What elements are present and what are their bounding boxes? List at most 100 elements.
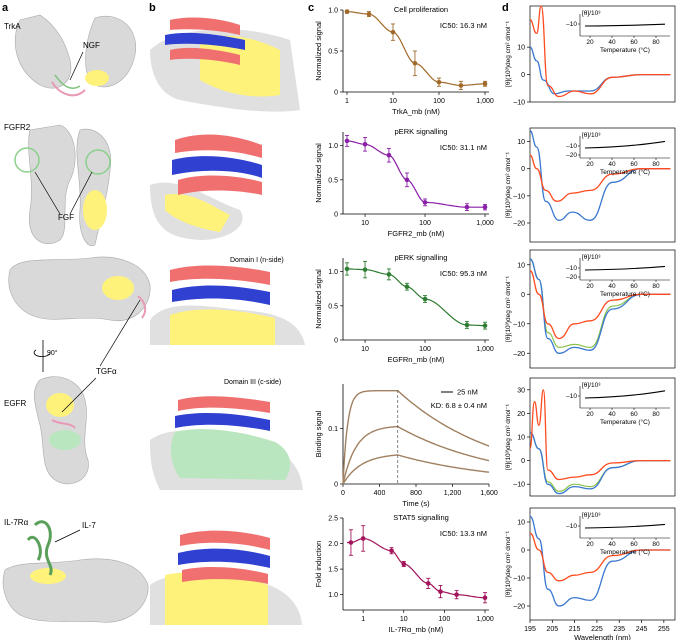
fgfr2-label: FGFR2 [4,123,31,132]
panel-label-a: a [2,2,9,14]
inset-y-tick-label: –10 [566,393,577,400]
inset-y-label: [θ]/10³ [582,512,601,519]
y-axis-label: Normalized signal [314,143,323,203]
tgfa-label: TGFα [96,367,117,376]
il7-label: IL-7 [82,521,96,530]
data-point [436,79,442,85]
chart-bli: 0 400 800 1,200 1,600 0 0.1 25 nM KD: 6.8 ± 0.4 … [314,384,498,508]
data-point [464,204,470,210]
y-tick-label: 0 [521,548,525,555]
inset-melt-curve [584,23,666,27]
structure-egfr-top [8,256,151,322]
y-tick-label: 0.1 [328,426,338,433]
chart-trka: 1 10 100 1,000 0 0.5 1.0 Cell proliferation IC50… [314,5,494,116]
cd-curve-red [529,532,671,582]
data-point [390,29,396,35]
trka-label: TrkA [4,22,21,31]
domain-i-label: Domain I (n-side) [230,257,284,264]
y-tick-label: 0.5 [328,177,338,184]
ic50-label: IC50: 13.3 nM [440,529,487,538]
inset-x-tick-label: 40 [608,541,616,548]
inset-y-label: [θ]/10³ [582,10,601,17]
fit-line [347,537,485,599]
cd-y-axis-label: [θ](10³)deg cm² dmol⁻¹ [505,403,512,470]
data-point [386,272,392,277]
cd-frame [529,249,676,369]
rotation-label: 90° [47,349,58,357]
x-tick-label: 100 [439,616,451,623]
inset-x-tick-label: 40 [608,283,616,290]
cd-curve-red [529,269,671,340]
data-point [404,284,410,290]
chart-egfrn: 10 100 1,000 0 0.5 1.0 pERK signalling IC50: 95… [314,253,494,364]
y-axis-label: Normalized signal [314,269,323,329]
y-tick-label: –10 [513,321,525,328]
x-tick-label: 800 [410,490,422,497]
y-tick-label: 0 [521,166,525,173]
egfr-label: EGFR [4,399,26,408]
y-tick-label: 0 [521,292,525,299]
y-tick-label: 0 [334,482,338,489]
x-tick-label: 235 [613,626,625,633]
y-tick-label: 10 [517,139,525,146]
cd-curve-red [529,389,671,481]
data-point [362,267,368,272]
data-point [389,548,394,554]
y-tick-label: –10 [513,100,525,107]
y-tick-label: 10 [517,45,525,52]
inset-y-tick-label: –10 [566,523,577,530]
data-point [404,177,410,183]
binder-egfr-domain-i [150,265,305,345]
chart-il7: 1 10 100 1,000 1.0 1.5 2.0 2.5 STAT5 signalling I… [314,513,494,634]
panel-label-d: d [502,2,509,14]
y-axis-label: Fold induction [314,541,323,588]
fit-line [346,140,485,208]
x-tick-label: 1 [361,616,365,623]
inset-y-label: [θ]/10³ [582,382,601,389]
x-tick-label: 0 [341,490,345,497]
structure-il7ra [2,520,149,623]
x-tick-label: 100 [419,346,431,353]
inset-x-tick-label: 80 [652,541,660,548]
cd-y-axis-label: [θ](10³)deg cm² dmol⁻¹ [505,275,512,342]
inset-x-tick-label: 80 [652,39,660,46]
x-tick-label: 215 [569,626,581,633]
cd-curve-blue [529,431,671,495]
binder-fgfr2 [150,134,262,240]
inset-melt-curve [584,265,666,271]
y-tick-label: 1.0 [328,269,338,276]
cd-curve-blue [529,130,671,221]
binder-trka [150,17,300,112]
data-point [412,61,418,66]
data-point [438,589,443,594]
cd-frame [529,127,676,243]
inset-x-tick-label: 40 [608,39,616,46]
cd-curve-green [529,431,671,492]
inset-x-tick-label: 40 [608,411,616,418]
x-axis-label: EGFRn_mb (nM) [387,355,445,364]
y-tick-label: 1.5 [328,567,338,574]
inset-x-tick-label: 60 [630,411,638,418]
y-tick-label: 0.5 [328,303,338,310]
cd-frame [529,377,676,497]
y-tick-label: 1.0 [328,143,338,150]
data-point [422,296,428,302]
inset-x-tick-label: 20 [586,39,594,46]
x-tick-label: 1,000 [476,616,494,623]
y-tick-label: 10 [517,435,525,442]
x-tick-label: 1,600 [480,490,498,497]
y-tick-label: 2.0 [328,541,338,548]
panel-label-b: b [149,2,156,14]
inset-y-label: [θ]/10³ [582,254,601,261]
inset-y-label: [θ]/10³ [582,132,601,139]
inset-x-label: Temperature (°C) [600,548,650,556]
inset-melt-curve [584,390,666,399]
x-tick-label: 205 [546,626,558,633]
binder-il7ra [150,530,302,625]
structure-fgfr2 [14,124,112,247]
ic50-label: IC50: 16.3 nM [440,21,487,30]
domain-iii-label: Domain III (c-side) [224,379,281,386]
